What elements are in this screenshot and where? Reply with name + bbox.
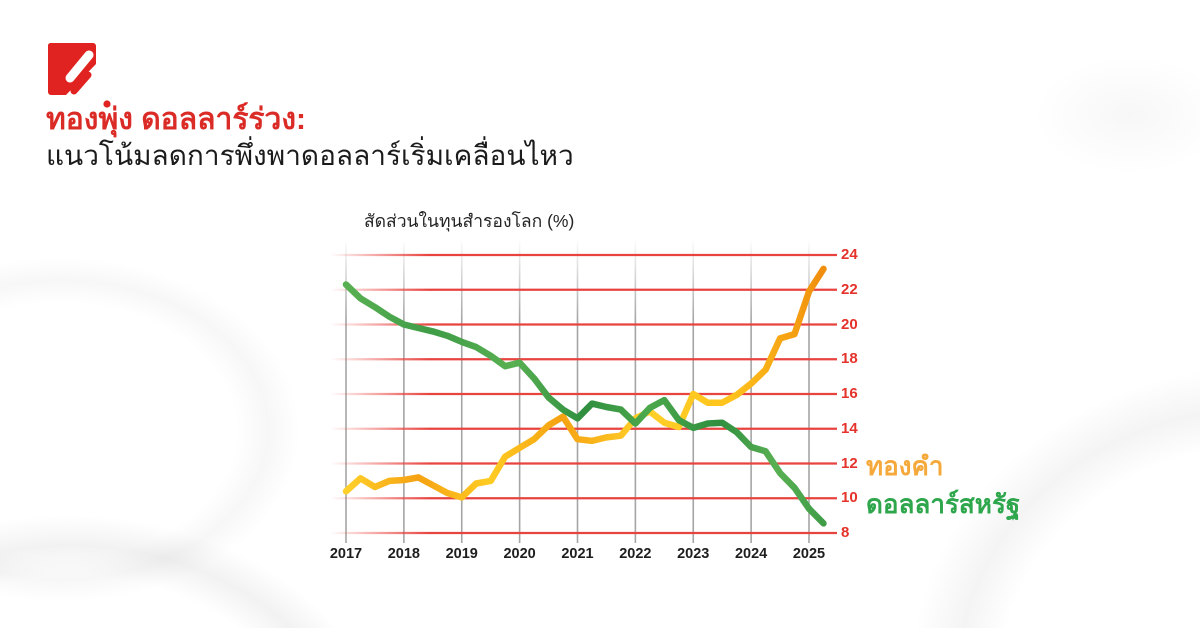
logo-red-slash-icon	[70, 71, 92, 95]
legend-usd-label: ดอลลาร์สหรัฐ	[866, 489, 1021, 519]
legend-gold-label: ทองคำ	[866, 451, 944, 481]
chart-title: สัดส่วนในทุนสำรองโลก (%)	[364, 211, 575, 231]
gold-line	[342, 265, 827, 501]
horizontal-gridlines	[332, 253, 837, 535]
x-tick-label: 2024	[734, 546, 768, 562]
y-tick-label: 10	[841, 489, 858, 507]
data-series	[342, 265, 827, 527]
x-tick-label: 2022	[619, 546, 652, 562]
y-tick-label: 20	[841, 315, 858, 333]
logo-dot	[103, 100, 111, 108]
x-tick-label: 2023	[677, 546, 710, 562]
y-tick-label: 18	[841, 350, 858, 368]
logo-white-slash-icon	[65, 50, 94, 83]
x-tick-label: 2021	[561, 546, 594, 562]
y-tick-label: 24	[841, 246, 858, 263]
y-tick-label: 8	[841, 524, 850, 541]
y-tick-label: 12	[841, 454, 858, 472]
x-tick-label: 2025	[792, 546, 826, 562]
x-tick-label: 2017	[329, 546, 363, 562]
vertical-gridlines	[345, 241, 810, 543]
x-tick-label: 2019	[445, 546, 478, 562]
y-tick-label: 16	[841, 385, 858, 402]
brand-logo	[48, 42, 111, 108]
x-tick-label: 2018	[387, 546, 420, 562]
y-tick-label: 14	[841, 419, 858, 437]
y-tick-label: 22	[841, 280, 858, 298]
page-title: ทองพุ่ง ดอลลาร์ร่วง:	[46, 103, 307, 136]
usd-line	[342, 281, 827, 527]
x-tick-label: 2020	[503, 546, 536, 562]
page-subtitle: แนวโน้มลดการพึ่งพาดอลลาร์เริ่มเคลื่อนไหว	[46, 140, 574, 171]
